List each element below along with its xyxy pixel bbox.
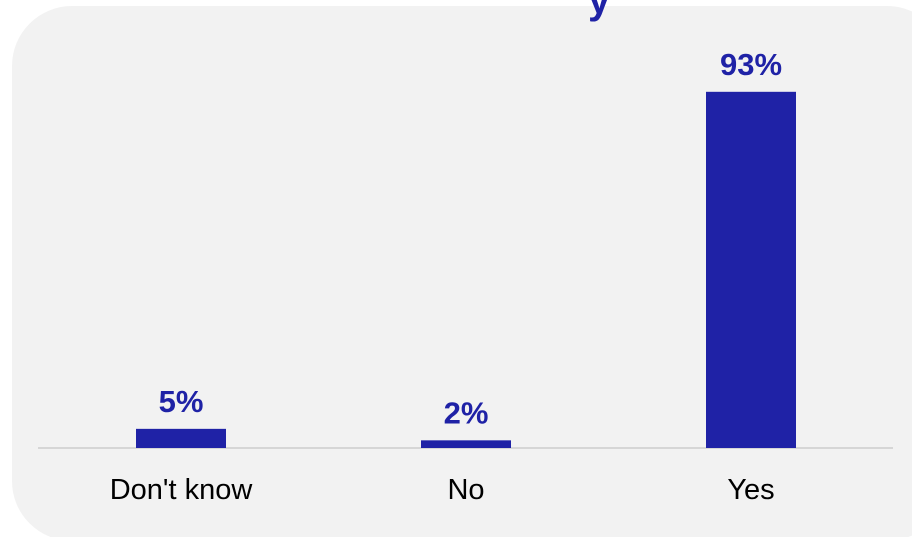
category-label-yes: Yes: [727, 474, 774, 506]
bar-no: [421, 440, 511, 448]
bar-group: [136, 91, 796, 448]
category-label-no: No: [447, 474, 484, 506]
data-label-no: 2%: [444, 395, 489, 430]
data-label-yes: 93%: [720, 47, 782, 82]
data-label-don-t-know: 5%: [159, 384, 204, 419]
bar-yes: [706, 91, 796, 448]
data-label-group: 5% 2% 93%: [159, 47, 782, 431]
category-label-group: Don't know No Yes: [110, 474, 775, 506]
chart-title-clipped-glyph: y: [588, 0, 611, 22]
category-label-don-t-know: Don't know: [110, 474, 254, 506]
bar-don-t-know: [136, 428, 226, 448]
